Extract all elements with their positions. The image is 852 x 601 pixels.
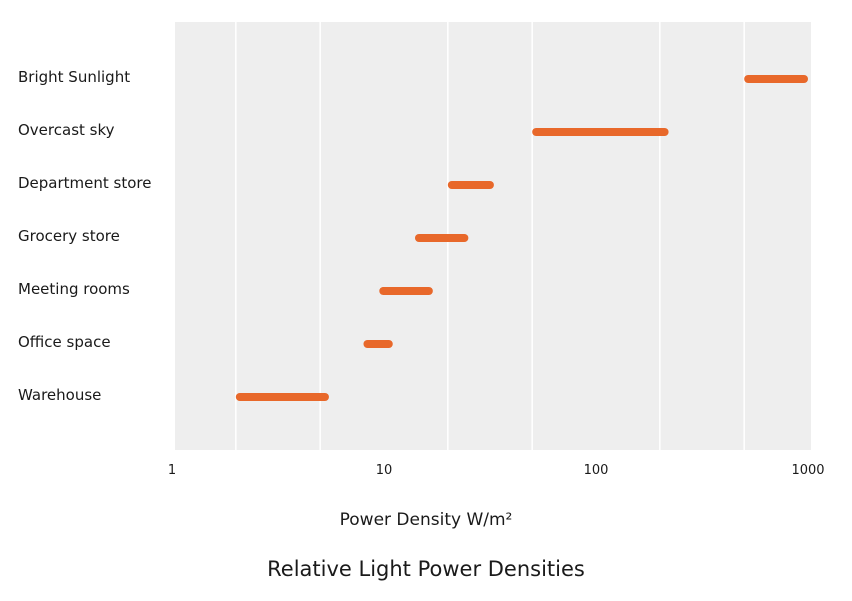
category-label: Meeting rooms (18, 280, 130, 298)
x-tick-labels: 1 10 100 1000 (168, 463, 825, 478)
category-label: Warehouse (18, 386, 101, 404)
category-label: Department store (18, 174, 151, 192)
chart-title: Relative Light Power Densities (267, 557, 585, 581)
range-bars (235, 75, 808, 401)
x-tick-label: 1 (168, 463, 176, 478)
category-label: Bright Sunlight (18, 68, 130, 86)
plot-area (175, 22, 811, 450)
x-axis-title: Power Density W/m² (339, 510, 513, 530)
category-label: Overcast sky (18, 121, 115, 139)
category-labels: Bright Sunlight Overcast sky Department st… (18, 68, 151, 404)
x-tick-label: 10 (376, 463, 393, 478)
category-label: Office space (18, 333, 111, 351)
category-label: Grocery store (18, 227, 120, 245)
x-tick-label: 100 (584, 463, 609, 478)
x-tick-label: 1000 (791, 463, 824, 478)
